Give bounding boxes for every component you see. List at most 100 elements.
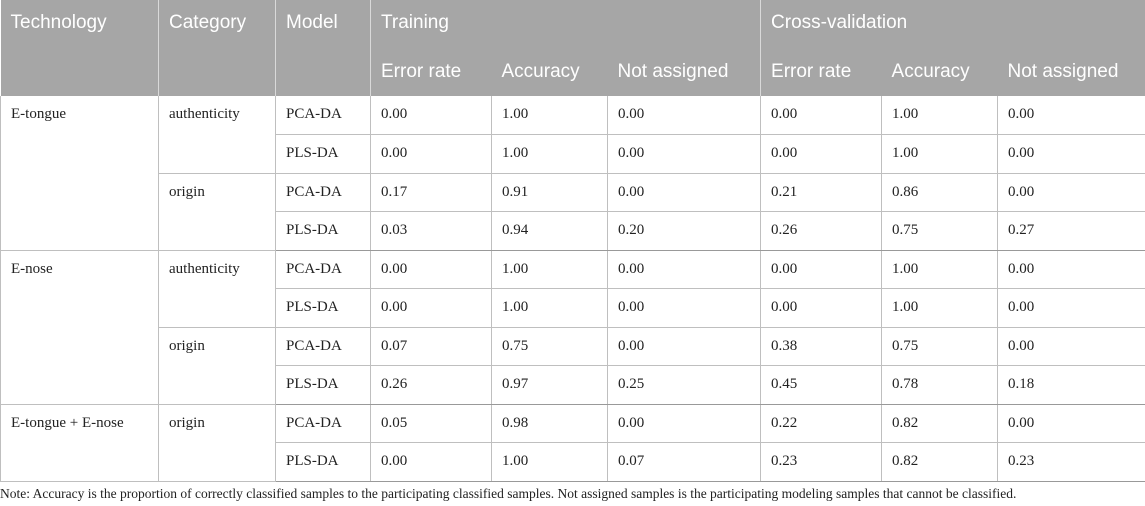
cv-accuracy-cell: 0.82 [881, 404, 998, 443]
training-error-rate-cell: 0.00 [370, 288, 492, 328]
training-accuracy-cell: 0.75 [491, 327, 608, 366]
category-cell: authenticity [158, 250, 276, 328]
cv-accuracy-cell: 1.00 [881, 288, 998, 328]
table-row: PLS-DA 0.00 1.00 0.00 0.00 1.00 0.00 [1, 134, 1145, 174]
model-cell: PLS-DA [275, 365, 371, 405]
training-accuracy-cell: 1.00 [491, 288, 608, 328]
table-row: E-nose authenticity PCA-DA 0.00 1.00 0.00 0.00… [0, 250, 1145, 405]
header-model: Model [275, 0, 371, 96]
table-note: Note: Accuracy is the proportion of corr… [0, 486, 1017, 501]
technology-cell: E-tongue [0, 96, 159, 251]
header-category: Category [158, 0, 276, 96]
cv-error-rate-cell: 0.00 [760, 96, 882, 135]
training-not-assigned-cell: 0.00 [606, 327, 761, 366]
cv-accuracy-cell: 0.78 [881, 365, 998, 405]
table-body: E-tongue authenticity PCA-DA 0.00 1.00 0.00 0.… [0, 96, 1145, 482]
model-cell: PLS-DA [275, 211, 371, 251]
training-not-assigned-cell: 0.20 [606, 211, 761, 251]
cv-error-rate-cell: 0.45 [760, 365, 882, 405]
cv-accuracy-cell: 1.00 [881, 134, 998, 174]
cv-not-assigned-cell: 0.00 [997, 404, 1145, 443]
cv-accuracy-cell: 1.00 [881, 250, 998, 289]
training-accuracy-cell: 0.98 [491, 404, 608, 443]
table-row: origin PCA-DA 0.17 0.91 0.00 0.21 0.86 0.00 [1, 173, 1145, 251]
header-technology: Technology [0, 0, 159, 96]
training-not-assigned-cell: 0.00 [606, 250, 761, 289]
results-table: Technology Category Model Training Cross… [0, 0, 1145, 482]
cv-not-assigned-cell: 0.27 [997, 211, 1145, 251]
model-cell: PLS-DA [275, 442, 371, 482]
cv-error-rate-cell: 0.00 [760, 250, 882, 289]
cv-error-rate-cell: 0.22 [760, 404, 882, 443]
cv-not-assigned-cell: 0.00 [997, 173, 1145, 212]
training-accuracy-cell: 0.94 [491, 211, 608, 251]
training-error-rate-cell: 0.00 [370, 134, 492, 174]
table-row: PLS-DA 0.26 0.97 0.25 0.45 0.78 0.18 [1, 365, 1145, 405]
table-row: E-tongue authenticity PCA-DA 0.00 1.00 0.00 0.… [0, 96, 1145, 251]
training-error-rate-cell: 0.03 [370, 211, 492, 251]
category-cell: origin [158, 404, 276, 482]
cv-error-rate-cell: 0.38 [760, 327, 882, 366]
cv-error-rate-cell: 0.26 [760, 211, 882, 251]
training-not-assigned-cell: 0.00 [606, 134, 761, 174]
header-cross-validation: Cross-validation [760, 0, 1145, 48]
model-cell: PLS-DA [275, 134, 371, 174]
training-not-assigned-cell: 0.25 [606, 365, 761, 405]
cv-not-assigned-cell: 0.00 [997, 96, 1145, 135]
cv-error-rate-cell: 0.21 [760, 173, 882, 212]
table-row: E-tongue + E-nose origin PCA-DA 0.05 0.98 0.0… [0, 404, 1145, 482]
model-cell: PCA-DA [275, 173, 371, 212]
header-cv-error-rate: Error rate [760, 48, 882, 96]
training-accuracy-cell: 1.00 [491, 442, 608, 482]
training-not-assigned-cell: 0.00 [606, 173, 761, 212]
cv-not-assigned-cell: 0.00 [997, 288, 1145, 328]
cv-error-rate-cell: 0.00 [760, 134, 882, 174]
training-not-assigned-cell: 0.00 [606, 404, 761, 443]
training-error-rate-cell: 0.00 [370, 250, 492, 289]
header-training-not-assigned: Not assigned [607, 48, 761, 96]
category-cell: origin [158, 173, 276, 251]
cv-error-rate-cell: 0.00 [760, 288, 882, 328]
header-training-error-rate: Error rate [370, 48, 492, 96]
table-row: PLS-DA 0.03 0.94 0.20 0.26 0.75 0.27 [1, 211, 1145, 251]
cv-accuracy-cell: 0.75 [881, 327, 998, 366]
cv-not-assigned-cell: 0.00 [997, 327, 1145, 366]
training-accuracy-cell: 1.00 [491, 134, 608, 174]
training-not-assigned-cell: 0.07 [606, 442, 761, 482]
table-header: Technology Category Model Training Cross… [0, 0, 1145, 96]
training-error-rate-cell: 0.05 [370, 404, 492, 443]
header-cv-not-assigned: Not assigned [997, 48, 1145, 96]
training-error-rate-cell: 0.17 [370, 173, 492, 212]
cv-not-assigned-cell: 0.23 [997, 442, 1145, 482]
cv-accuracy-cell: 0.75 [881, 211, 998, 251]
training-accuracy-cell: 1.00 [491, 96, 608, 135]
training-accuracy-cell: 0.97 [491, 365, 608, 405]
table-row: origin PCA-DA 0.07 0.75 0.00 0.38 0.75 0.00 [1, 327, 1145, 405]
training-error-rate-cell: 0.26 [370, 365, 492, 405]
cv-not-assigned-cell: 0.18 [997, 365, 1145, 405]
technology-cell: E-nose [0, 250, 159, 405]
model-cell: PCA-DA [275, 250, 371, 289]
technology-cell: E-tongue + E-nose [0, 404, 159, 482]
cv-accuracy-cell: 0.86 [881, 173, 998, 212]
table-row: PLS-DA 0.00 1.00 0.00 0.00 1.00 0.00 [1, 288, 1145, 328]
training-error-rate-cell: 0.00 [370, 442, 492, 482]
training-error-rate-cell: 0.00 [370, 96, 492, 135]
header-cv-accuracy: Accuracy [881, 48, 998, 96]
cv-not-assigned-cell: 0.00 [997, 250, 1145, 289]
cv-not-assigned-cell: 0.00 [997, 134, 1145, 174]
training-not-assigned-cell: 0.00 [606, 96, 761, 135]
model-cell: PCA-DA [275, 96, 371, 135]
cv-accuracy-cell: 1.00 [881, 96, 998, 135]
training-error-rate-cell: 0.07 [370, 327, 492, 366]
training-accuracy-cell: 1.00 [491, 250, 608, 289]
model-cell: PCA-DA [275, 327, 371, 366]
training-accuracy-cell: 0.91 [491, 173, 608, 212]
cv-error-rate-cell: 0.23 [760, 442, 882, 482]
training-not-assigned-cell: 0.00 [606, 288, 761, 328]
header-training: Training [369, 0, 761, 48]
model-cell: PLS-DA [275, 288, 371, 328]
header-training-accuracy: Accuracy [491, 48, 608, 96]
model-cell: PCA-DA [275, 404, 371, 443]
table-row: PLS-DA 0.00 1.00 0.07 0.23 0.82 0.23 [1, 442, 1145, 482]
